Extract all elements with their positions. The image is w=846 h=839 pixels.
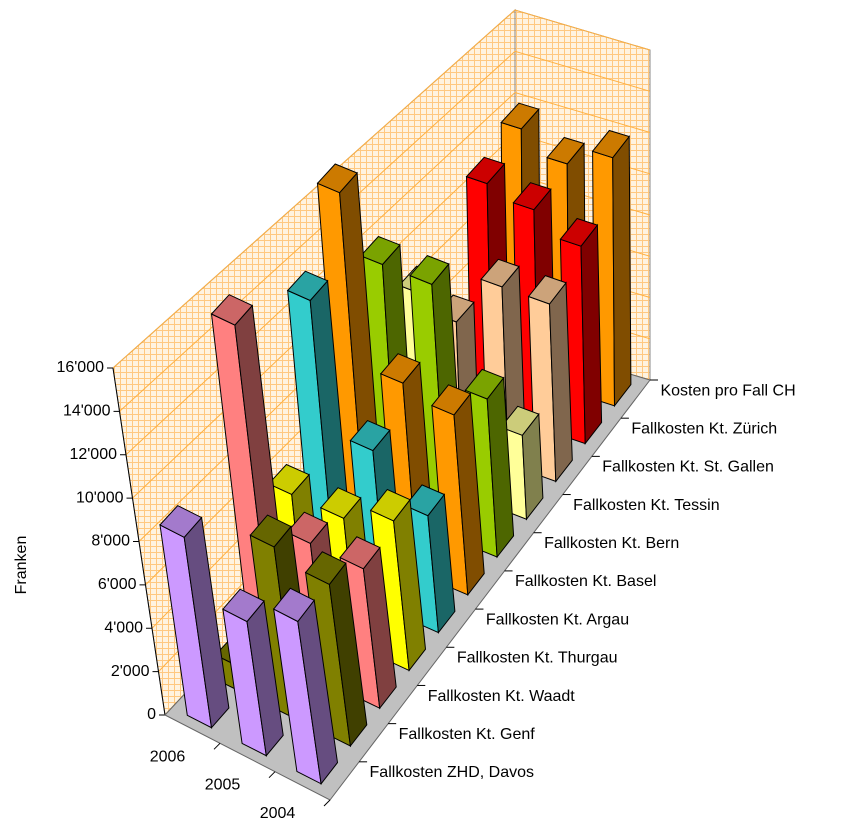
- series-label: Fallkosten Kt. Basel: [515, 573, 656, 590]
- bar-top: [379, 353, 421, 384]
- bar-top: [304, 551, 347, 586]
- bar-top: [349, 419, 391, 452]
- y-tick-label: 8'000: [91, 533, 130, 550]
- y-tick-label: 0: [147, 706, 156, 723]
- bar-top: [512, 182, 552, 211]
- bar-top: [404, 484, 446, 517]
- bar-top: [369, 488, 411, 522]
- x-tick-label: 2005: [205, 777, 241, 794]
- y-tick-label: 4'000: [104, 619, 143, 636]
- series-label: Fallkosten Kt. Genf: [399, 726, 536, 743]
- bar-top: [272, 587, 315, 623]
- bar-top: [527, 275, 567, 305]
- series-label: Fallkosten Kt. Tessin: [573, 497, 719, 514]
- bar-top: [159, 504, 203, 538]
- y-tick-label: 2'000: [111, 663, 150, 680]
- bar-top: [591, 129, 631, 159]
- series-label: Fallkosten Kt. St. Gallen: [602, 459, 774, 476]
- bar-top: [222, 588, 265, 623]
- bar-top: [210, 294, 254, 326]
- y-tick-label: 10'000: [76, 489, 124, 506]
- bar-top: [319, 487, 362, 519]
- bar-top: [464, 368, 505, 400]
- y-tick-label: 6'000: [98, 576, 137, 593]
- x-tick-label: 2004: [260, 805, 296, 822]
- bar-top: [339, 536, 381, 570]
- y-tick-label: 12'000: [69, 446, 117, 463]
- y-tick-label: 16'000: [56, 359, 104, 376]
- bar-top: [316, 163, 358, 194]
- series-label: Fallkosten Kt. Zürich: [631, 420, 777, 437]
- series-label: Fallkosten ZHD, Davos: [370, 764, 534, 781]
- bar: [431, 384, 485, 597]
- x-tick-label: 2006: [150, 748, 186, 765]
- bar-top: [500, 102, 540, 130]
- bar-top: [559, 217, 599, 247]
- bar-top: [267, 463, 310, 496]
- series-label: Fallkosten Kt. Argau: [486, 611, 629, 628]
- bar: [272, 587, 339, 786]
- bar-top: [286, 270, 329, 302]
- bar: [222, 588, 284, 757]
- bar-top: [409, 255, 450, 286]
- bar-side: [612, 135, 632, 408]
- bar: [159, 504, 230, 729]
- bar-top: [500, 405, 540, 436]
- series-label: Fallkosten Kt. Thurgau: [457, 650, 618, 667]
- grid-line: [119, 50, 651, 412]
- bar-top: [286, 511, 329, 545]
- y-axis: [112, 367, 166, 716]
- y-tick-label: 14'000: [63, 403, 111, 420]
- x-tick: [268, 771, 276, 779]
- bar-top: [546, 136, 585, 165]
- series-label: Fallkosten Kt. Waadt: [428, 688, 576, 705]
- grid-line: [112, 9, 651, 369]
- bar-top: [465, 156, 506, 185]
- x-tick: [323, 799, 331, 807]
- series-label: Fallkosten Kt. Bern: [544, 535, 679, 552]
- series-label: Kosten pro Fall CH: [660, 382, 795, 399]
- bar-top: [359, 235, 401, 266]
- bar-top: [480, 258, 520, 288]
- bar-top: [431, 384, 472, 416]
- y-axis-label: Franken: [13, 536, 30, 595]
- bar-top: [249, 514, 292, 548]
- bar-side: [580, 223, 603, 446]
- x-tick: [213, 742, 221, 750]
